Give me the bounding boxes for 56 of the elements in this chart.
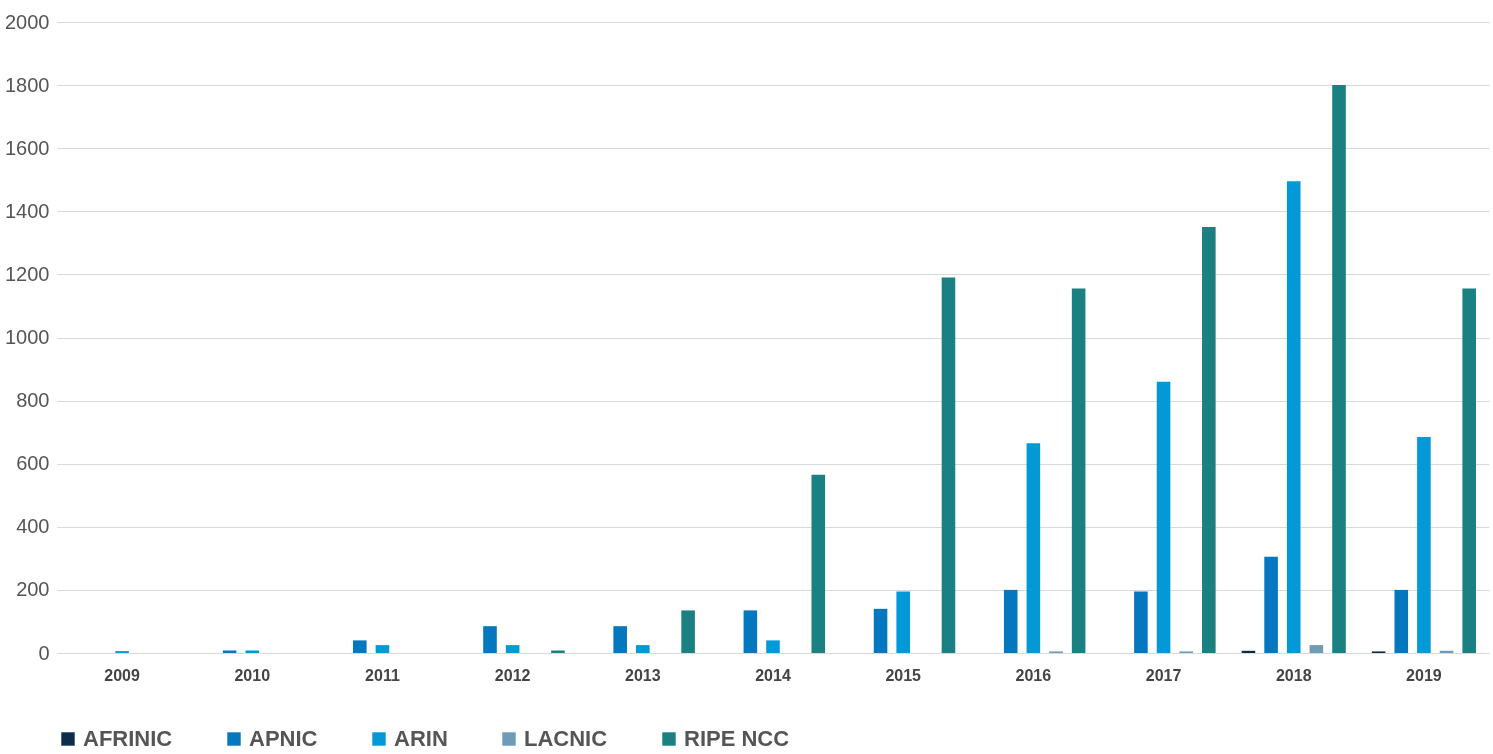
bar bbox=[1286, 181, 1301, 653]
y-tick-label: 200 bbox=[16, 578, 50, 601]
bar bbox=[1332, 85, 1346, 653]
bar bbox=[1394, 589, 1409, 653]
bar bbox=[483, 626, 497, 653]
bar bbox=[222, 650, 237, 653]
bar bbox=[1071, 288, 1086, 653]
bar bbox=[505, 645, 520, 653]
bar bbox=[245, 650, 260, 653]
bar bbox=[1156, 381, 1171, 653]
x-tick-label: 2014 bbox=[755, 666, 791, 684]
bar bbox=[1026, 443, 1041, 653]
bar bbox=[551, 650, 565, 653]
y-tick-label: 800 bbox=[16, 389, 50, 412]
x-tick-label: 2019 bbox=[1406, 666, 1442, 684]
bar bbox=[1309, 645, 1324, 653]
x-tick-label: 2015 bbox=[885, 666, 922, 684]
y-tick-label: 0 bbox=[38, 641, 50, 664]
legend-label: LACNIC bbox=[524, 726, 608, 751]
y-tick-label: 1000 bbox=[5, 326, 50, 348]
y-tick-label: 2000 bbox=[5, 10, 50, 33]
x-tick-label: 2017 bbox=[1145, 666, 1182, 684]
bar bbox=[1134, 591, 1148, 653]
y-tick-label: 1200 bbox=[5, 262, 50, 285]
x-tick-label: 2009 bbox=[104, 666, 140, 684]
x-tick-label: 2011 bbox=[365, 666, 400, 684]
legend-label: AFRINIC bbox=[83, 726, 173, 751]
y-tick-label: 1800 bbox=[5, 73, 50, 96]
bar bbox=[1462, 288, 1476, 653]
bar bbox=[636, 645, 650, 653]
y-tick-label: 1600 bbox=[5, 136, 50, 159]
bar bbox=[743, 610, 758, 653]
y-tick-label: 600 bbox=[16, 452, 50, 475]
bar bbox=[766, 640, 780, 653]
x-tick-label: 2013 bbox=[625, 666, 661, 684]
bar bbox=[681, 610, 695, 653]
bar bbox=[1264, 556, 1278, 653]
bar bbox=[811, 474, 826, 653]
bar bbox=[873, 608, 888, 653]
bar bbox=[353, 640, 367, 653]
bar bbox=[1003, 589, 1018, 653]
bar bbox=[1417, 436, 1431, 653]
bar bbox=[896, 591, 910, 653]
x-tick-label: 2012 bbox=[494, 666, 531, 684]
y-tick-label: 1400 bbox=[5, 199, 50, 222]
bar bbox=[941, 277, 956, 653]
bar bbox=[375, 645, 390, 653]
legend-label: RIPE NCC bbox=[684, 726, 790, 751]
legend-label: APNIC bbox=[249, 726, 318, 751]
bar bbox=[1202, 227, 1216, 653]
legend-label: ARIN bbox=[394, 726, 448, 751]
x-tick-label: 2018 bbox=[1275, 666, 1312, 684]
y-tick-label: 400 bbox=[16, 515, 50, 538]
bar bbox=[613, 626, 627, 653]
x-tick-label: 2016 bbox=[1015, 666, 1052, 684]
x-tick-label: 2010 bbox=[234, 666, 271, 684]
